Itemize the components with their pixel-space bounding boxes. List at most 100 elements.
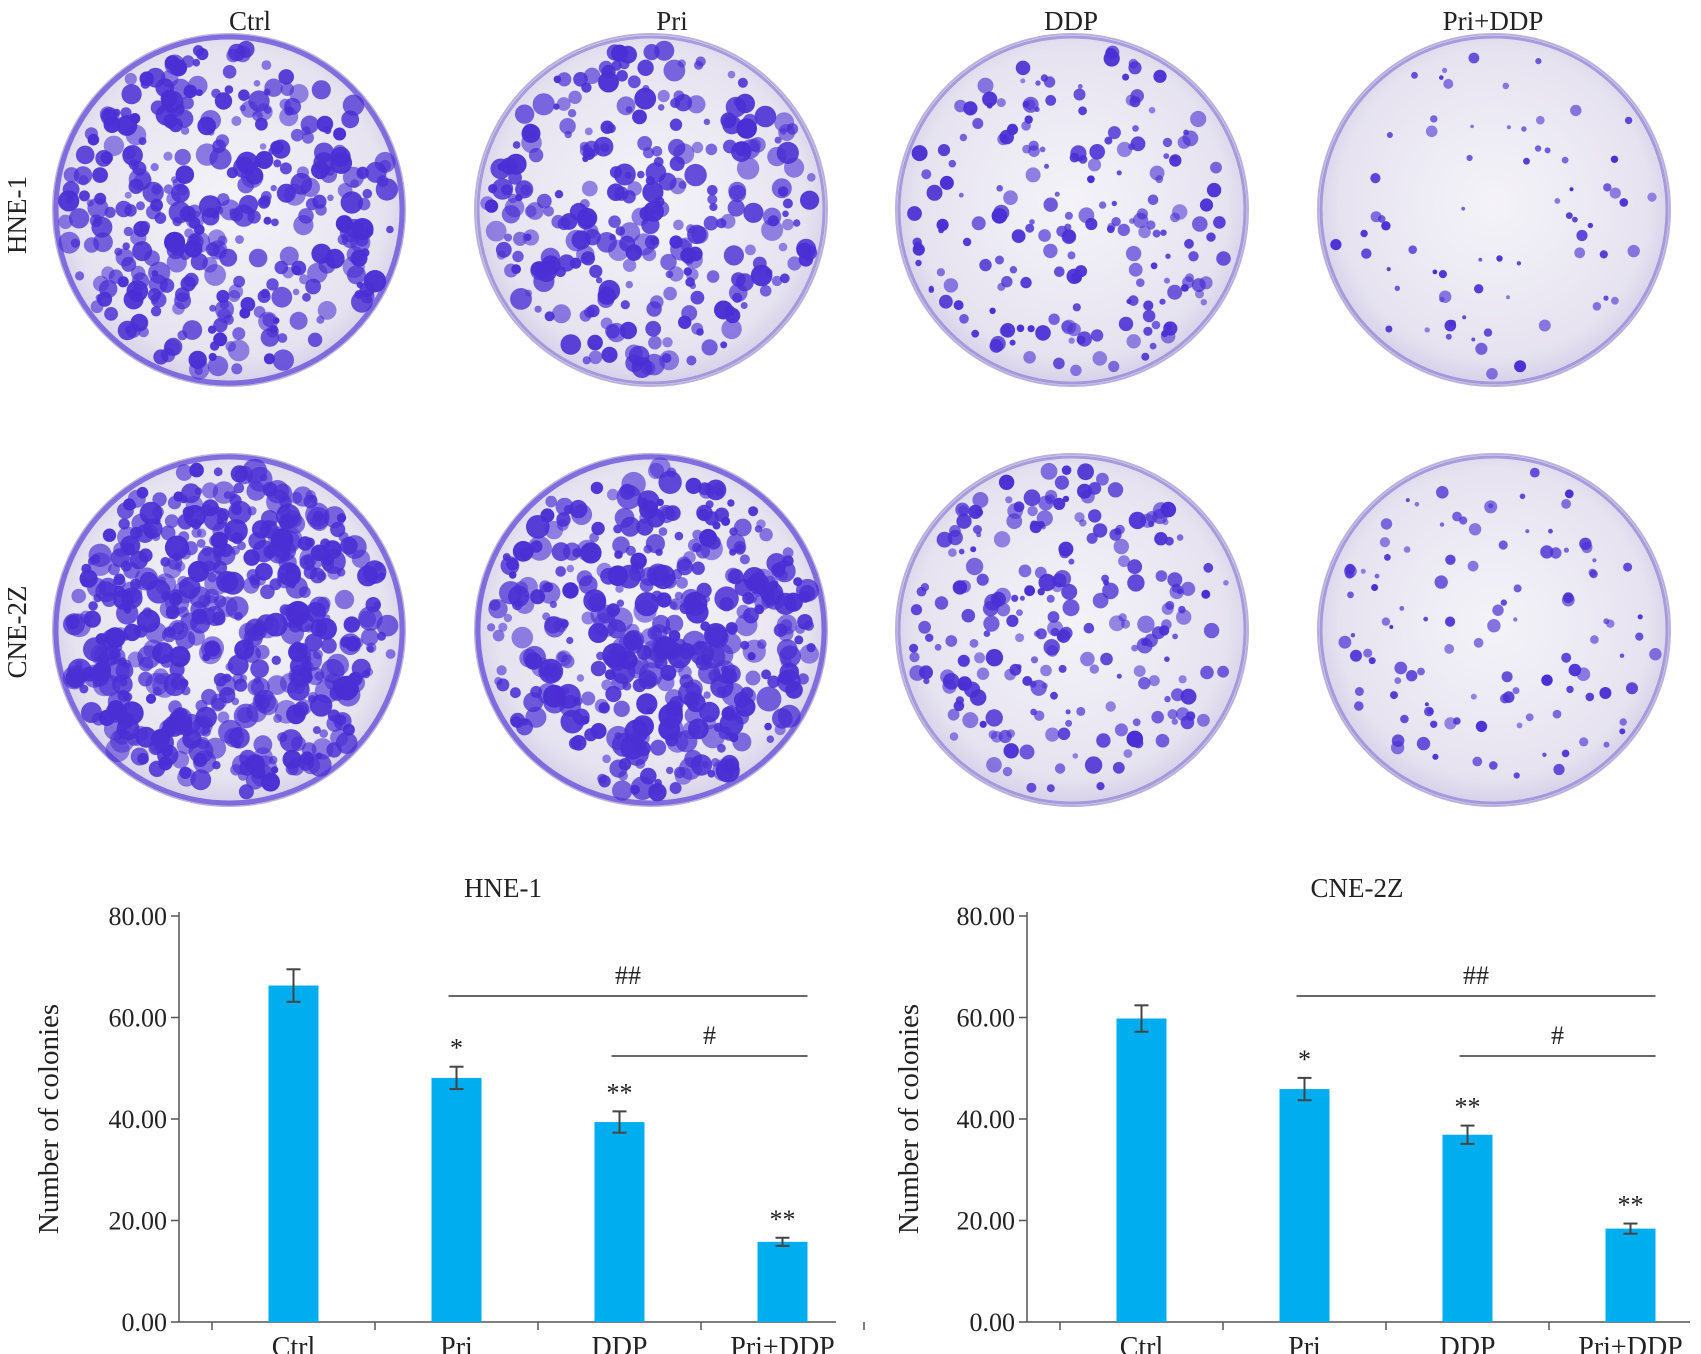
- colony: [1086, 532, 1098, 544]
- colony: [668, 266, 684, 282]
- colony: [129, 550, 148, 570]
- colony: [1126, 334, 1141, 349]
- colony: [793, 219, 801, 227]
- colony: [659, 350, 680, 371]
- colony: [1603, 295, 1609, 301]
- colony: [164, 589, 190, 615]
- colony: [569, 499, 588, 519]
- colony: [250, 763, 274, 787]
- colony: [1439, 75, 1444, 80]
- colony: [127, 651, 144, 668]
- colony: [691, 141, 704, 154]
- colony: [321, 637, 337, 654]
- colony: [1142, 309, 1156, 323]
- colony: [1484, 500, 1498, 514]
- colony: [205, 606, 225, 626]
- colony: [1128, 511, 1147, 530]
- dish-rim: [53, 34, 405, 386]
- colony: [1111, 200, 1118, 207]
- colony: [1077, 84, 1083, 89]
- bar: [1605, 1228, 1656, 1322]
- colony: [1019, 595, 1025, 601]
- colony: [1576, 229, 1588, 242]
- colony: [195, 89, 203, 97]
- colony: [1445, 333, 1452, 340]
- colony: [230, 764, 242, 776]
- colony: [1581, 541, 1593, 554]
- colony: [279, 246, 299, 266]
- colony: [568, 90, 582, 105]
- colony: [78, 175, 89, 186]
- colony: [532, 93, 555, 116]
- colony: [1161, 602, 1174, 615]
- bracket-label: ##: [615, 961, 641, 990]
- significance-mark: **: [770, 1205, 796, 1234]
- colony: [645, 320, 662, 337]
- colony: [326, 653, 350, 677]
- colony: [346, 246, 364, 263]
- colony: [216, 570, 239, 593]
- colony: [684, 706, 702, 725]
- x-tick-label: Pri+DDP: [730, 1332, 834, 1354]
- colony: [962, 237, 972, 247]
- colony: [643, 640, 663, 660]
- colony: [613, 163, 636, 186]
- colony: [151, 270, 159, 277]
- colony: [116, 115, 138, 136]
- y-axis-label: Number of colonies: [33, 1004, 65, 1234]
- colony: [1561, 749, 1570, 758]
- colony: [320, 538, 331, 549]
- colony: [1540, 545, 1554, 559]
- colony: [1623, 562, 1633, 572]
- colony: [292, 288, 300, 296]
- colony: [151, 532, 161, 541]
- colony: [1443, 78, 1454, 89]
- colony: [691, 561, 705, 575]
- colony: [357, 197, 371, 211]
- colony: [1163, 153, 1170, 160]
- colony: [611, 673, 629, 691]
- colony: [545, 495, 557, 508]
- colony: [666, 766, 674, 775]
- colony: [1152, 502, 1170, 519]
- colony: [118, 518, 130, 530]
- colony: [75, 271, 85, 281]
- colony: [242, 577, 260, 594]
- colony: [1424, 702, 1429, 707]
- colony: [1143, 300, 1154, 311]
- colony: [611, 732, 636, 757]
- colony: [1619, 198, 1629, 207]
- colony: [989, 339, 1004, 353]
- colony: [1164, 656, 1170, 662]
- colony: [1016, 324, 1025, 333]
- colony: [1034, 566, 1047, 579]
- colony: [300, 115, 319, 134]
- colony: [1096, 782, 1105, 791]
- colony: [1061, 583, 1078, 600]
- colony: [1611, 296, 1619, 305]
- colony: [662, 574, 677, 589]
- colony: [1023, 489, 1041, 507]
- colony: [565, 229, 588, 252]
- colony: [613, 700, 630, 717]
- colony: [704, 511, 719, 526]
- colony: [982, 91, 998, 107]
- colony: [1192, 216, 1208, 232]
- colony: [1432, 269, 1438, 275]
- colony: [484, 199, 499, 213]
- colony: [607, 619, 627, 639]
- colony: [204, 264, 227, 286]
- dish-rim: [475, 454, 827, 806]
- colony: [1544, 147, 1551, 154]
- colony: [1478, 257, 1483, 262]
- colony: [179, 766, 192, 779]
- colony: [160, 525, 176, 541]
- bracket-label: #: [703, 1021, 716, 1050]
- significance-mark: **: [1618, 1191, 1644, 1220]
- colony: [511, 264, 521, 274]
- colony: [969, 639, 979, 648]
- colony: [293, 701, 309, 717]
- colony: [172, 622, 185, 635]
- colony: [1046, 594, 1055, 603]
